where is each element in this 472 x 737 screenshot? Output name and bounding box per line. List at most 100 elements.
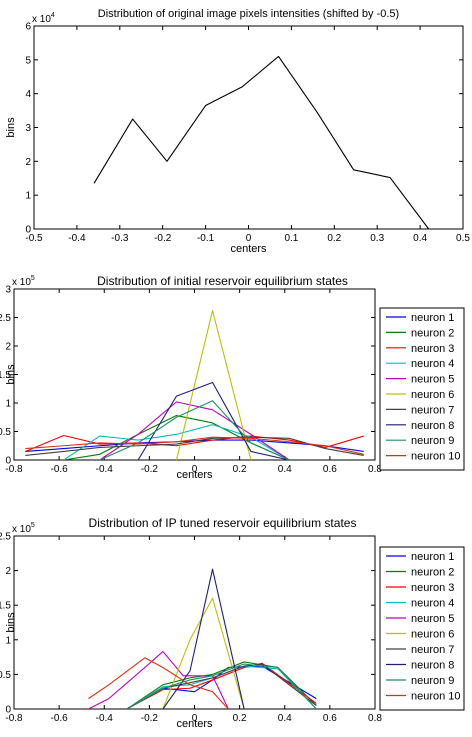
y-tick-label: 6 xyxy=(25,22,31,33)
legend-label: neuron 10 xyxy=(411,691,461,703)
legend-label: neuron 5 xyxy=(411,613,454,625)
x-tick-label: 0 xyxy=(246,233,252,244)
y-tick-label: 0 xyxy=(25,225,31,236)
x-tick-label: 0.6 xyxy=(323,464,337,475)
y-tick-label: 1.5 xyxy=(0,370,11,381)
y-tick-label: 3 xyxy=(25,123,31,134)
x-tick-label: -0.4 xyxy=(68,233,86,244)
x-tick-label: 0.4 xyxy=(278,713,292,724)
legend-label: neuron 1 xyxy=(411,551,454,563)
x-tick-label: 0.4 xyxy=(413,233,427,244)
series-line-1 xyxy=(93,55,430,229)
legend: neuron 1 neuron 2 neuron 3 neuron 4 neuron 5… xyxy=(379,307,465,471)
exponent-base: x 10 xyxy=(32,14,51,25)
x-tick-label: -0.3 xyxy=(111,233,129,244)
exponent-base: x 10 xyxy=(12,277,31,288)
y-tick-label: 1 xyxy=(5,399,11,410)
x-tick-label: -0.5 xyxy=(25,233,43,244)
x-tick-label: -0.6 xyxy=(51,713,69,724)
legend-label: neuron 7 xyxy=(411,404,454,416)
y-exponent-label: x 104 xyxy=(32,12,55,25)
y-tick-label: 5 xyxy=(25,55,31,66)
chart-title: Distribution of original image pixels in… xyxy=(98,8,399,20)
y-tick-label: 0.5 xyxy=(0,670,11,681)
y-axis-label: bins xyxy=(5,364,17,385)
x-tick-label: -0.8 xyxy=(5,464,23,475)
y-exponent-label: x 105 xyxy=(12,275,35,288)
x-tick-label: -0.1 xyxy=(197,233,215,244)
legend-label: neuron 7 xyxy=(411,644,454,656)
y-tick-label: 0.5 xyxy=(0,427,11,438)
legend-label: neuron 8 xyxy=(411,660,454,672)
legend-label: neuron 3 xyxy=(411,343,454,355)
x-tick-label: 0.8 xyxy=(368,713,382,724)
x-tick-label: -0.2 xyxy=(154,233,172,244)
chart-title: Distribution of initial reservoir equili… xyxy=(97,274,348,288)
x-tick-label: -0.4 xyxy=(96,713,114,724)
x-tick-label: -0.4 xyxy=(96,464,114,475)
x-axis-label: centers xyxy=(230,243,267,255)
y-tick-label: 4 xyxy=(25,89,31,100)
series-group xyxy=(25,310,364,460)
y-tick-label: 2.5 xyxy=(0,313,11,324)
x-axis-label: centers xyxy=(176,718,213,730)
x-tick-label: -0.8 xyxy=(5,713,23,724)
legend-label: neuron 4 xyxy=(411,598,454,610)
x-tick-label: 0.2 xyxy=(233,713,247,724)
y-tick-label: 3 xyxy=(5,285,11,296)
y-tick-label: 2.5 xyxy=(0,532,11,543)
x-tick-label: -0.2 xyxy=(141,464,159,475)
legend-label: neuron 4 xyxy=(411,358,454,370)
plot-area xyxy=(33,25,464,230)
plot-area xyxy=(13,535,376,710)
series-group xyxy=(93,55,430,229)
legend-label: neuron 9 xyxy=(411,675,454,687)
legend-label: neuron 6 xyxy=(411,389,454,401)
chart-title: Distribution of IP tuned reservoir equil… xyxy=(89,516,357,530)
series-line-8 xyxy=(137,381,290,460)
y-tick-label: 2 xyxy=(5,342,11,353)
y-tick-label: 1.5 xyxy=(0,601,11,612)
x-tick-label: 0.3 xyxy=(370,233,384,244)
legend-label: neuron 9 xyxy=(411,435,454,447)
series-group xyxy=(88,568,317,709)
x-tick-label: 0.5 xyxy=(456,233,470,244)
legend: neuron 1 neuron 2 neuron 3 neuron 4 neuron 5… xyxy=(379,546,465,711)
chart-3: Distribution of IP tuned reservoir equil… xyxy=(0,516,465,730)
y-axis-label: bins xyxy=(5,117,17,138)
chart-1: Distribution of original image pixels in… xyxy=(5,8,470,255)
y-exponent-label: x 105 xyxy=(12,522,35,535)
y-tick-label: 1 xyxy=(5,635,11,646)
series-line-6 xyxy=(175,310,252,460)
y-tick-label: 2 xyxy=(5,566,11,577)
exponent-power: 4 xyxy=(51,12,55,19)
y-tick-label: 0 xyxy=(5,705,11,716)
x-tick-label: 0 xyxy=(192,713,198,724)
series-line-10 xyxy=(25,436,364,455)
x-axis-label: centers xyxy=(176,469,213,481)
x-tick-label: 0.6 xyxy=(323,713,337,724)
exponent-base: x 10 xyxy=(12,524,31,535)
x-tick-label: 0 xyxy=(192,464,198,475)
legend-box xyxy=(379,307,465,471)
x-tick-label: 0.1 xyxy=(284,233,298,244)
x-tick-label: -0.2 xyxy=(141,713,159,724)
series-line-3 xyxy=(126,662,317,709)
x-tick-label: 0.2 xyxy=(327,233,341,244)
x-tick-label: -0.6 xyxy=(51,464,69,475)
exponent-power: 5 xyxy=(31,522,35,529)
y-axis-label: bins xyxy=(5,612,17,633)
x-tick-label: 0.8 xyxy=(368,464,382,475)
legend-label: neuron 10 xyxy=(411,451,461,463)
x-tick-label: 0.2 xyxy=(233,464,247,475)
x-tick-label: 0.4 xyxy=(278,464,292,475)
y-tick-label: 1 xyxy=(25,191,31,202)
y-tick-label: 2 xyxy=(25,157,31,168)
chart-2: Distribution of initial reservoir equili… xyxy=(0,274,465,481)
legend-label: neuron 6 xyxy=(411,629,454,641)
legend-label: neuron 1 xyxy=(411,312,454,324)
series-line-10 xyxy=(88,657,229,709)
legend-box xyxy=(379,546,465,711)
legend-label: neuron 2 xyxy=(411,567,454,579)
